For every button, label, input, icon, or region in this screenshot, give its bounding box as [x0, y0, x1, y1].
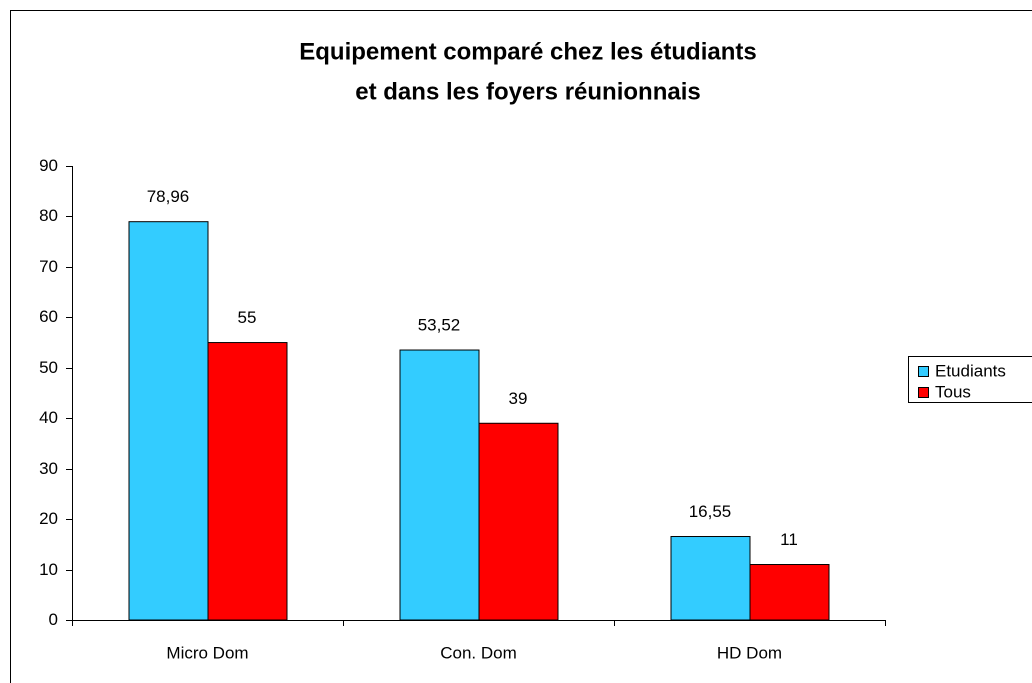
bar	[128, 221, 209, 621]
x-tick-label: Micro Dom	[166, 643, 248, 662]
bar	[670, 536, 751, 621]
legend-swatch	[918, 387, 929, 398]
y-tick-label: 80	[39, 206, 58, 225]
y-tick-label: 60	[39, 307, 58, 326]
legend-box	[908, 356, 1032, 403]
y-tick-label: 10	[39, 560, 58, 579]
y-tick-label: 90	[39, 156, 58, 175]
chart-title: Equipement comparé chez les étudiants	[299, 38, 756, 65]
x-tick-label: Con. Dom	[440, 643, 517, 662]
bar	[399, 349, 480, 621]
legend-swatch	[918, 366, 929, 377]
data-label: 11	[780, 530, 798, 549]
y-tick-label: 40	[39, 408, 58, 427]
data-label: 16,55	[689, 502, 732, 521]
chart-title: et dans les foyers réunionnais	[355, 78, 700, 105]
data-label: 39	[509, 389, 528, 408]
legend-label: Etudiants	[935, 361, 1006, 380]
y-tick-label: 20	[39, 509, 58, 528]
data-label: 78,96	[147, 187, 190, 206]
x-tick-label: HD Dom	[717, 643, 782, 662]
y-tick-label: 70	[39, 257, 58, 276]
data-label: 55	[238, 308, 257, 327]
y-tick-label: 0	[49, 610, 58, 629]
y-tick-label: 50	[39, 358, 58, 377]
bar	[207, 342, 288, 621]
bar	[749, 564, 830, 621]
legend-label: Tous	[935, 382, 971, 401]
bar	[478, 422, 559, 621]
y-tick-label: 30	[39, 459, 58, 478]
data-label: 53,52	[418, 316, 461, 335]
